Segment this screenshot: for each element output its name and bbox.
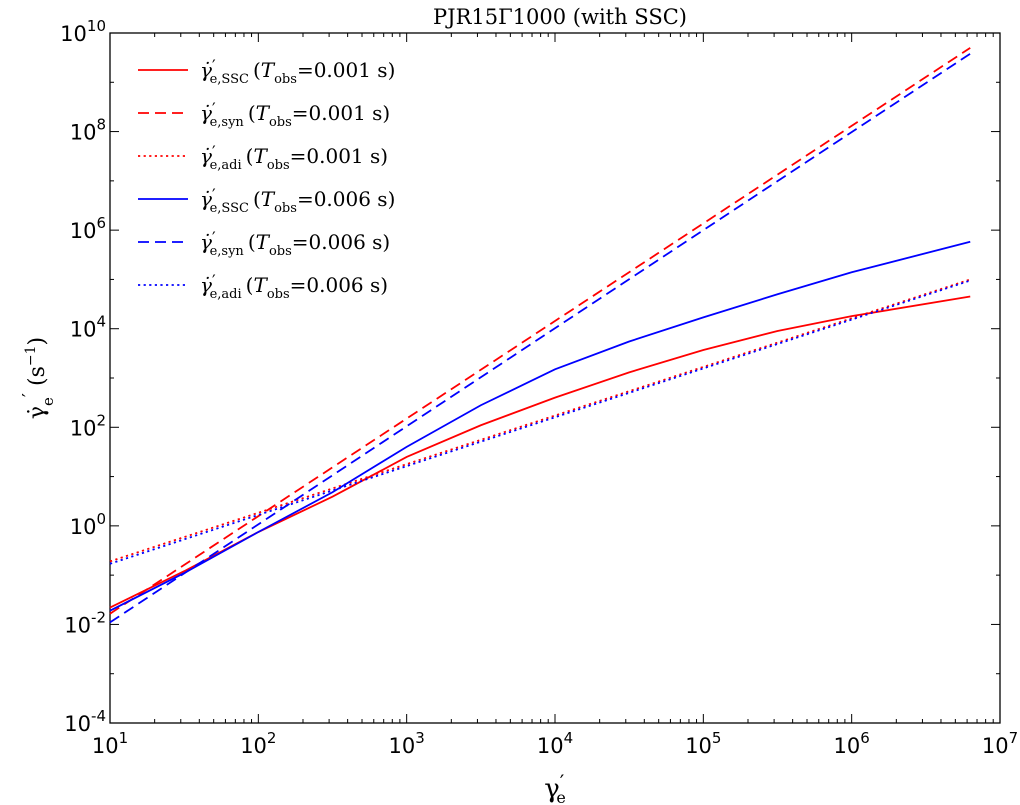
series-line-4: [109, 240, 971, 612]
legend-label-2: γ̇′ e,syn (Tobs=0.001 s): [200, 99, 390, 130]
y-tick-label: 100: [70, 510, 106, 539]
legend-label-3: γ̇′ e,adi (Tobs=0.001 s): [200, 142, 388, 173]
x-tick-label: 106: [834, 729, 870, 758]
x-tick-label: 104: [537, 729, 573, 758]
y-axis-label: γ̇e′ (s−1): [19, 337, 57, 419]
series-line-5: [109, 52, 971, 624]
x-tick-label: 103: [389, 729, 425, 758]
y-tick-label: 10-2: [64, 608, 106, 637]
x-axis-label: γ′ e: [544, 770, 566, 805]
chart-title: PJR15Γ1000 (with SSC): [433, 5, 687, 29]
x-tick-label: 107: [982, 729, 1018, 758]
legend-label-5: γ̇′ e,syn (Tobs=0.006 s): [200, 228, 390, 259]
x-tick-label: 101: [92, 729, 128, 758]
legend: γ̇′ e,SSC (Tobs=0.001 s) γ̇′ e,syn (Tobs=0.00…: [138, 56, 395, 302]
legend-label-1: γ̇′ e,SSC (Tobs=0.001 s): [200, 56, 395, 87]
y-tick-label: 10-4: [64, 707, 106, 736]
y-tick-label: 102: [70, 411, 106, 440]
y-tick-label: 108: [70, 116, 106, 145]
legend-label-6: γ̇′ e,adi (Tobs=0.006 s): [200, 271, 388, 302]
tick-layer: 101 102 103 104 105 106 107 10-4 10-2 100 102 104 10…: [60, 17, 1018, 758]
series-line-2: [109, 47, 971, 615]
x-tick-label: 105: [685, 729, 721, 758]
series-layer: [109, 47, 971, 624]
y-tick-label: 104: [70, 313, 106, 342]
legend-label-4: γ̇′ e,SSC (Tobs=0.006 s): [200, 185, 395, 216]
y-tick-label: 106: [70, 214, 106, 243]
plot-area: [109, 32, 1001, 724]
x-tick-label: 102: [240, 729, 276, 758]
y-tick-label: 1010: [60, 17, 106, 46]
